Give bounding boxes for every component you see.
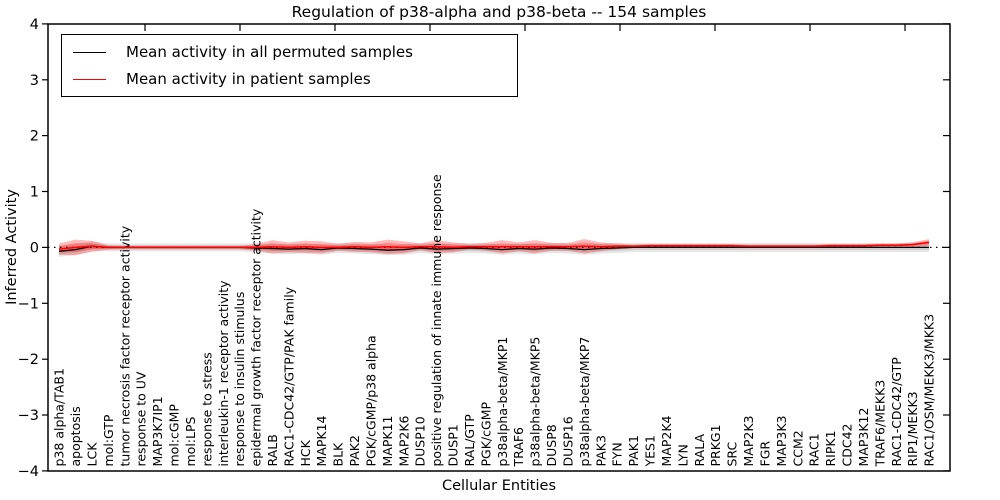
legend-label-patient: Mean activity in patient samples <box>126 70 371 88</box>
y-tick-label: 1 <box>30 185 39 201</box>
x-tick-label: RIP1/MEKK3 <box>905 391 920 466</box>
x-tick-label: MAP2K4 <box>659 415 674 466</box>
y-tick-label: −3 <box>18 408 39 424</box>
x-tick-label: p38alpha-beta/MKP7 <box>577 337 592 467</box>
x-tick-label: MAP2K3 <box>741 416 756 467</box>
x-tick-label: RALA <box>692 434 707 467</box>
x-tick-labels: p38 alpha/TAB1 apoptosis LCK mol:GTP tumor n… <box>52 174 937 467</box>
y-tick-label: 3 <box>30 73 39 89</box>
y-tick-label: 0 <box>30 240 39 256</box>
x-tick-label: RAC1/OSM/MEKK3/MKK3 <box>922 314 937 467</box>
x-tick-label: PAK1 <box>626 435 641 466</box>
x-tick-label: p38alpha-beta/MKP1 <box>495 337 510 467</box>
x-tick-label: CDC42 <box>840 424 855 467</box>
chart-title: Regulation of p38-alpha and p38-beta -- … <box>291 3 707 21</box>
x-tick-label: MAP3K7IP1 <box>150 396 165 466</box>
x-tick-label: RIPK1 <box>823 430 838 466</box>
legend-item-permuted: Mean activity in all permuted samples <box>62 42 517 62</box>
permuted-line-swatch <box>73 51 106 53</box>
x-tick-label: BLK <box>331 442 346 467</box>
x-tick-label: MAP2K6 <box>396 415 411 466</box>
legend-label-permuted: Mean activity in all permuted samples <box>126 43 413 61</box>
y-axis-label: Inferred Activity <box>4 189 20 305</box>
x-tick-label: MAPK14 <box>314 415 329 466</box>
x-tick-label: PAK3 <box>593 435 608 466</box>
x-tick-label: p38 alpha/TAB1 <box>52 368 67 466</box>
y-tick-labels: −4 −3 −2 −1 0 1 2 3 4 <box>18 17 39 480</box>
x-tick-label: DUSP10 <box>413 416 428 466</box>
x-tick-label: PRKG1 <box>708 424 723 466</box>
top-ticks <box>144 24 906 31</box>
legend: Mean activity in all permuted samples Me… <box>61 34 518 97</box>
y-tick-label: 4 <box>30 17 39 33</box>
x-tick-label: positive regulation of innate immune res… <box>429 174 444 466</box>
x-tick-label: RAC1-CDC42/GTP/PAK family <box>281 286 296 466</box>
x-tick-label: TRAF6/MEKK3 <box>872 380 887 468</box>
y-tick-label: −1 <box>18 296 39 312</box>
x-tick-label: DUSP8 <box>544 424 559 466</box>
y-tick-label: −2 <box>18 352 39 368</box>
x-tick-label: epidermal growth factor receptor activit… <box>249 208 264 466</box>
x-tick-label: mol:cGMP <box>167 404 182 467</box>
x-tick-label: interleukin-1 receptor activity <box>216 280 231 467</box>
x-tick-label: DUSP16 <box>561 416 576 466</box>
x-tick-label: response to UV <box>134 371 149 466</box>
patient-mean-line <box>58 241 930 250</box>
x-tick-label: PAK2 <box>347 435 362 466</box>
x-tick-label: MAP3K12 <box>856 408 871 467</box>
x-tick-label: MAP3K3 <box>774 416 789 467</box>
x-tick-label: HCK <box>298 439 313 466</box>
x-tick-label: PGK/cGMP/p38 alpha <box>364 335 379 466</box>
x-tick-label: apoptosis <box>68 406 83 466</box>
x-tick-label: RAC1 <box>807 433 822 466</box>
x-tick-label: p38alpha-beta/MKP5 <box>528 337 543 467</box>
x-axis-label: Cellular Entities <box>441 478 557 494</box>
legend-item-patient: Mean activity in patient samples <box>62 69 517 89</box>
x-tick-label: LCK <box>84 442 99 467</box>
x-tick-label: RAC1-CDC42/GTP <box>889 357 904 467</box>
x-tick-label: YES1 <box>643 435 658 467</box>
x-tick-label: response to stress <box>199 352 214 466</box>
x-tick-label: FGR <box>757 441 772 467</box>
x-tick-label: mol:LPS <box>183 416 198 466</box>
y-ticks <box>42 23 950 472</box>
x-tick-label: response to insulin stimulus <box>232 292 247 467</box>
x-tick-label: LYN <box>675 444 690 466</box>
x-tick-label: FYN <box>610 442 625 466</box>
y-tick-label: −4 <box>18 464 39 480</box>
y-tick-label: 2 <box>30 129 39 145</box>
x-tick-label: RALB <box>265 434 280 466</box>
x-tick-label: SRC <box>725 442 740 467</box>
x-tick-label: RAL/GTP <box>462 414 477 467</box>
x-tick-label: DUSP1 <box>446 424 461 466</box>
x-tick-label: TRAF6 <box>511 427 526 468</box>
patient-line-swatch <box>73 78 106 80</box>
x-tick-label: tumor necrosis factor receptor activity <box>117 225 132 466</box>
x-tick-label: CCM2 <box>790 430 805 466</box>
x-tick-label: MAPK11 <box>380 416 395 467</box>
x-tick-label: mol:GTP <box>101 414 116 466</box>
x-tick-label: PGK/cGMP <box>478 402 493 467</box>
